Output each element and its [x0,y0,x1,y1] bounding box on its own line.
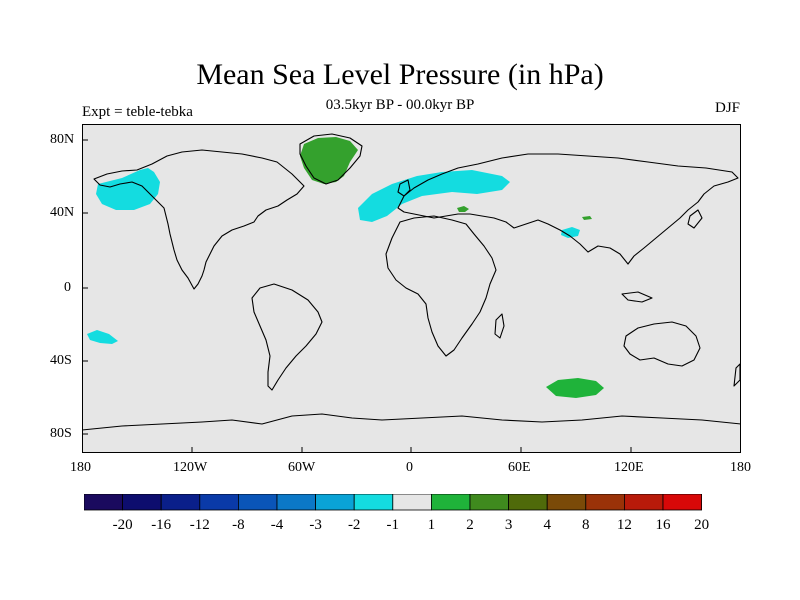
plot-title: Mean Sea Level Pressure (in hPa) [196,58,604,91]
colorbar-label: -8 [232,517,245,533]
colorbar-box [353,494,394,511]
anomaly-patches [87,137,604,398]
lon-label-180w: 180 [70,460,91,475]
coast-madagascar [494,313,505,339]
colorbar-box [315,494,355,511]
colorbar: -20 -16 -12 -8 -4 -3 -2 -1 1 2 3 4 8 12 16 20 [84,494,709,533]
positive-anomaly-southern-ocean [546,378,604,398]
lon-label-180e: 180 [730,460,751,475]
colorbar-label: -2 [348,517,361,533]
colorbar-label: -20 [113,517,133,533]
colorbar-box [276,494,316,511]
lon-label-120w: 120W [173,460,208,475]
colorbar-box [624,494,664,511]
negative-anomaly-north-atlantic-eurasia [358,170,510,222]
colorbar-box [469,494,509,511]
colorbar-label: -3 [309,517,322,533]
lat-label-0: 0 [64,280,71,295]
negative-anomaly-northeast-pacific [96,168,160,210]
colorbar-box [392,494,432,511]
colorbar-label: -4 [271,517,284,533]
coast-africa [385,215,497,357]
positive-anomaly-greenland [300,137,358,184]
lat-label-40n: 40N [50,205,75,220]
colorbar-label: 3 [505,517,512,533]
colorbar-box [160,494,201,511]
coast-south-america [251,283,323,391]
positive-anomaly-central-asia [582,216,592,220]
coast-antarctica [82,413,741,431]
colorbar-box [585,494,625,511]
coastlines [82,133,741,431]
lon-label-60w: 60W [288,460,316,475]
colorbar-label: -12 [190,517,210,533]
colorbar-label: -1 [387,517,400,533]
lon-label-0: 0 [406,460,413,475]
colorbar-label: -16 [151,517,171,533]
colorbar-label: 16 [656,517,672,533]
experiment-label: Expt = teble-tebka [82,104,193,120]
positive-anomaly-mediterranean [457,206,469,212]
lat-label-80s: 80S [50,426,72,441]
map-panel [82,124,741,453]
lon-label-120e: 120E [614,460,644,475]
colorbar-box [508,494,548,511]
coast-uk [397,179,411,197]
coast-indonesia [621,291,653,303]
colorbar-box [122,494,162,511]
lat-label-80n: 80N [50,132,75,147]
coast-australia [623,321,701,367]
negative-anomaly-arabian-sea [561,227,580,238]
coast-greenland [299,133,363,185]
map-background [82,124,741,453]
colorbar-label: 2 [466,517,474,533]
negative-anomaly-south-pacific [87,330,118,344]
colorbar-box [84,494,123,511]
colorbar-label: 12 [617,517,632,533]
map-border [82,124,741,453]
lon-label-60e: 60E [508,460,531,475]
coast-japan [687,209,703,229]
coast-europe-asia [397,153,739,265]
plot-subtitle: 03.5kyr BP - 00.0kyr BP [325,97,475,113]
coast-north-america [93,149,305,290]
lat-label-40s: 40S [50,353,72,368]
colorbar-box [546,494,587,511]
colorbar-box [237,494,278,511]
colorbar-boxes [84,494,702,511]
colorbar-label: 4 [543,517,551,533]
colorbar-box [662,494,702,511]
colorbar-box [199,494,239,511]
colorbar-box [430,494,471,511]
colorbar-labels: -20 -16 -12 -8 -4 -3 -2 -1 1 2 3 4 8 12 16 20 [113,517,709,533]
season-label: DJF [714,100,740,116]
colorbar-label: 1 [428,517,436,533]
colorbar-label: 20 [694,517,709,533]
colorbar-label: 8 [582,517,590,533]
